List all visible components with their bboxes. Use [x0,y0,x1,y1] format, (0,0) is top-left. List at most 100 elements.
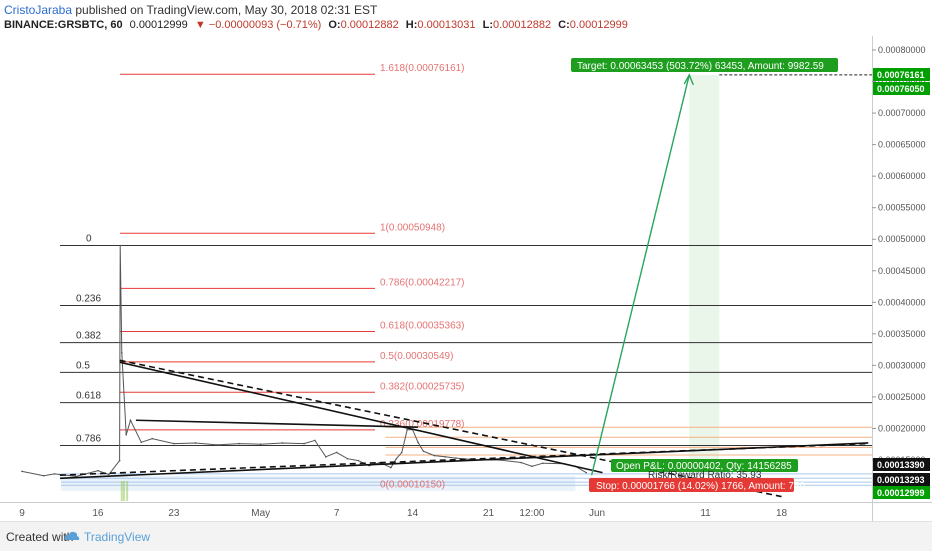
price-point-45 [585,471,587,474]
plot-area[interactable] [0,36,872,521]
price-point-36 [444,456,446,458]
price-badge-label-0: 0.00076161 [877,70,925,80]
y-tick-label-4: 0.00060000 [878,171,926,181]
fib-right-label-5: 0.382(0.00025735) [380,381,465,392]
author-link[interactable]: CristoJaraba [4,3,73,17]
price-line [21,245,587,477]
fib-left-label-5: 0.786 [76,433,101,444]
created-with-label: Created with [6,530,74,544]
y-tick-label-7: 0.00045000 [878,266,926,276]
price-point-29 [395,457,398,460]
pnl-box [611,459,798,472]
y-tick-label-8: 0.00040000 [878,297,926,307]
stop-zone-band [61,475,576,491]
y-tick-label-10: 0.00030000 [878,360,926,370]
low-label: L: [482,19,493,31]
x-tick-label-9: 11 [700,508,711,519]
price-point-31 [406,428,408,431]
projection-arrowhead [683,73,694,86]
fib-left-label-0: 0 [86,234,92,245]
price-point-10 [125,433,127,436]
price-badge-label-3: 0.00013293 [877,475,925,485]
price-point-16 [216,444,219,446]
price-point-37 [455,457,457,459]
price-chart[interactable]: 0 0.236 0.382 0.5 0.618 0.786 1.618(0.00076161… [0,36,932,521]
price-point-40 [520,461,522,464]
fib-right-label-1: 1(0.00050948) [380,222,445,233]
stop-label: Stop: 0.00001766 (14.02%) 1766, Amount: … [596,481,805,492]
price-point-8 [119,244,121,247]
volume-bar-2 [126,481,129,501]
x-tick-label-1: 16 [92,508,104,519]
price-point-30 [400,451,403,454]
last-price: 0.00012999 [129,19,188,31]
price-point-41 [531,465,533,468]
price-point-13 [151,437,153,440]
fib-right-label-3: 0.618(0.00035363) [380,321,465,332]
price-point-17 [238,442,240,445]
fib-right-label-4: 0.5(0.00030549) [380,351,453,362]
price-point-14 [173,442,175,445]
price-point-15 [194,442,197,444]
price-point-1 [42,474,45,477]
downtrend-line-solid [119,361,603,474]
fib-left-label-3: 0.5 [76,360,90,371]
price-badge-4 [873,486,930,499]
y-tick-label-0: 0.00080000 [878,45,926,55]
fib-right-label-6: 0.236(0.00019778) [380,419,465,430]
price-badge-0 [873,68,930,81]
price-point-22 [325,456,327,458]
risk-reward-label: Risk/Reward Ratio: 35.93 [648,470,762,481]
y-tick-label-3: 0.00065000 [878,140,926,150]
stop-box [589,478,794,492]
uptrend-line-dashed [59,442,869,476]
resistance-line [135,419,419,428]
price-point-5 [97,469,99,472]
price-point-24 [346,457,349,460]
x-tick-label-5: 14 [407,508,419,519]
target-label: Target: 0.00063453 (503.72%) 63453, Amou… [577,61,824,72]
fib-left-label-1: 0.236 [76,293,101,304]
high-label: H: [405,19,418,31]
price-point-7 [118,459,121,462]
price-point-18 [259,443,262,446]
fib-right-label-2: 0.786(0.00042217) [380,277,465,288]
price-point-12 [140,441,143,444]
price-point-21 [314,439,316,442]
price-point-19 [281,442,284,444]
price-point-25 [357,459,360,462]
x-tick-label-7: 12:00 [519,508,544,519]
fib-left-label-4: 0.618 [76,391,101,402]
low-value: 0.00012882 [492,19,552,31]
price-point-33 [417,441,419,444]
chart-header: CristoJaraba published on TradingView.co… [0,0,932,36]
fib-right-label-7: 0(0.00010150) [380,480,445,491]
y-tick-label-5: 0.00055000 [878,203,926,213]
tradingview-cloud-icon [64,531,80,540]
price-point-2 [53,473,56,475]
price-point-0 [21,470,23,473]
fib-left-label-2: 0.382 [76,331,101,342]
price-point-20 [303,442,305,445]
target-box [571,58,838,72]
price-change: ▼ −0.00000093 (−0.71%) [194,19,322,31]
close-label: C: [558,19,570,31]
x-tick-label-3: May [251,508,270,519]
y-tick-label-6: 0.00050000 [878,234,926,244]
projection-arrow-line [590,74,690,476]
price-point-9 [121,351,123,354]
price-badge-label-1: 0.00076050 [877,84,925,94]
pnl-label: Open P&L: 0.00000402, Qty: 14156285 [616,461,792,472]
price-badge-1 [873,82,930,95]
x-tick-label-0: 9 [19,508,25,519]
footer-bar: Created with TradingView [0,521,932,551]
price-point-6 [108,473,110,476]
publish-info: published on TradingView.com, May 30, 20… [75,3,378,17]
downtrend-line-dashed [119,359,782,498]
price-badge-2 [873,458,930,471]
price-badge-label-4: 0.00012999 [877,488,925,498]
open-label: O: [328,19,341,31]
price-point-23 [335,451,338,454]
y-tick-label-9: 0.00035000 [878,329,926,339]
tradingview-logo[interactable]: TradingView [84,530,151,544]
